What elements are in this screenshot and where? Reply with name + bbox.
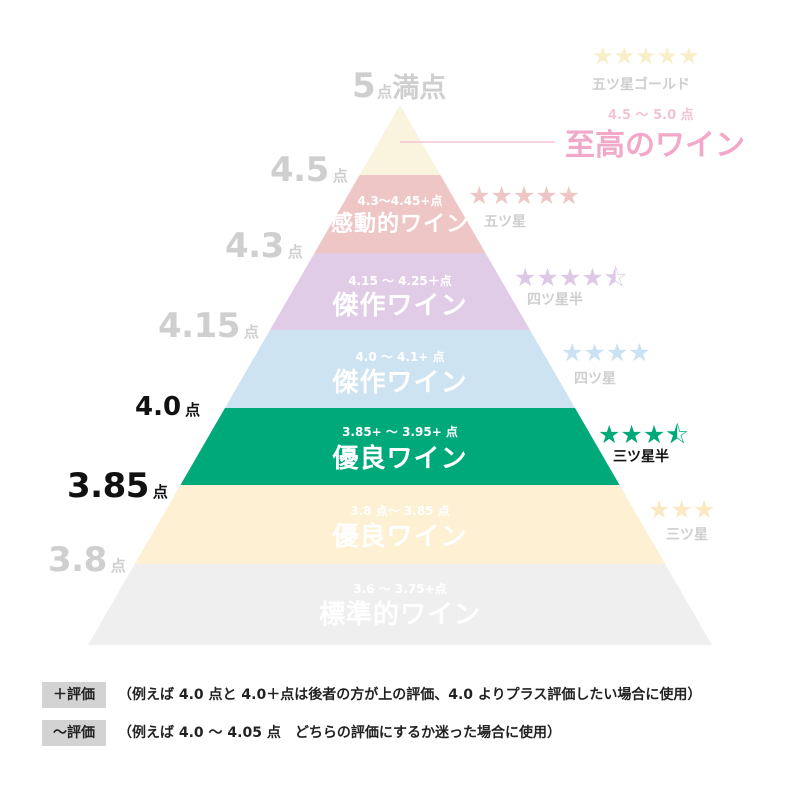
- star-label-three: 三ツ星: [666, 527, 708, 543]
- score-number: 3.8: [48, 540, 107, 580]
- score-max-label: 5 点満点: [352, 66, 446, 106]
- score-max-number: 5: [352, 66, 376, 106]
- score-unit: 点: [243, 323, 259, 341]
- score-label-4-0: 4.0 点: [135, 392, 200, 422]
- score-label-4-5: 4.5 点: [270, 150, 348, 190]
- legend-text-plus: （例えば 4.0 点と 4.0＋点は後者の方が上の評価、4.0 よりプラス評価し…: [118, 687, 702, 703]
- score-number: 4.3: [225, 226, 284, 266]
- legend-text-tilde: （例えば 4.0 ～ 4.05 点 どちらの評価にするか迷った場合に使用）: [118, 725, 561, 741]
- star-label-three-half: 三ツ星半: [613, 449, 669, 465]
- pyramid-band-kandou: [314, 175, 486, 253]
- star-rating-four-half: ★★★★⯪: [514, 263, 628, 292]
- pyramid-band-yuryou-upper: [180, 408, 620, 485]
- tier-range-yuryou-upper: 3.85+ ～ 3.95+ 点: [342, 425, 458, 439]
- star-label-four-half: 四ツ星半: [527, 292, 583, 308]
- tier-range-hyoujun: 3.6 ～ 3.75+点: [353, 582, 447, 596]
- star-rating-three: ★★★: [648, 495, 716, 524]
- tier-name-kessaku-upper: 傑作ワイン: [332, 291, 468, 321]
- legend-tag-tilde: ～評価: [42, 720, 106, 746]
- score-number: 3.85: [67, 466, 149, 506]
- score-label-4-15: 4.15 点: [158, 306, 259, 346]
- tier-name-yuryou-upper: 優良ワイン: [332, 444, 468, 474]
- tier-name-kessaku-lower: 傑作ワイン: [332, 368, 468, 398]
- tier-range-kessaku-lower: 4.0 ～ 4.1+ 点: [355, 350, 445, 364]
- score-unit: 点: [110, 557, 126, 575]
- score-unit: 点: [152, 483, 168, 501]
- tier-name-hyoujun: 標準的ワイン: [318, 600, 481, 630]
- star-rating-three-half: ★★★⯪: [598, 420, 689, 449]
- star-rating-four: ★★★★: [561, 338, 651, 367]
- tier-name-kandou: 感動的ワイン: [330, 212, 469, 237]
- pyramid-band-yuryou-lower: [134, 485, 666, 564]
- score-number: 4.5: [270, 150, 329, 190]
- tier-range-kessaku-upper: 4.15 ～ 4.25＋点: [348, 274, 452, 288]
- score-max-tail: 満点: [392, 73, 447, 104]
- score-label-3-85: 3.85 点: [67, 466, 168, 506]
- score-unit: 点: [287, 243, 303, 261]
- tier-range-kandou: 4.3～4.45+点: [357, 194, 443, 208]
- pyramid-band-kessaku-upper: [270, 253, 530, 330]
- top-tier-name: 至高のワイン: [565, 128, 745, 163]
- star-label-five: 五ツ星: [484, 214, 526, 230]
- score-unit: 点: [332, 167, 348, 185]
- legend-tag-plus: ＋評価: [42, 682, 106, 708]
- top-star-rating: ★★★★★: [592, 42, 700, 70]
- pyramid-apex-band: [359, 105, 441, 175]
- pyramid-band-hyoujun: [88, 564, 712, 645]
- top-tier-range: 4.5 ～ 5.0 点: [608, 108, 694, 123]
- pyramid-band-kessaku-lower: [224, 330, 576, 408]
- top-stars-label: 五ツ星ゴールド: [592, 77, 690, 93]
- score-unit: 点: [185, 401, 201, 419]
- rating-pyramid: [88, 105, 712, 645]
- score-label-4-3: 4.3 点: [225, 226, 303, 266]
- score-number: 4.15: [158, 306, 240, 346]
- score-number: 4.0: [135, 392, 182, 422]
- score-max-unit: 点: [377, 83, 393, 101]
- score-label-3-8: 3.8 点: [48, 540, 126, 580]
- tier-name-yuryou-lower: 優良ワイン: [332, 522, 468, 552]
- tier-range-yuryou-lower: 3.8 点～ 3.85 点: [350, 504, 450, 518]
- star-label-four: 四ツ星: [574, 371, 616, 387]
- star-rating-five: ★★★★★: [468, 181, 581, 210]
